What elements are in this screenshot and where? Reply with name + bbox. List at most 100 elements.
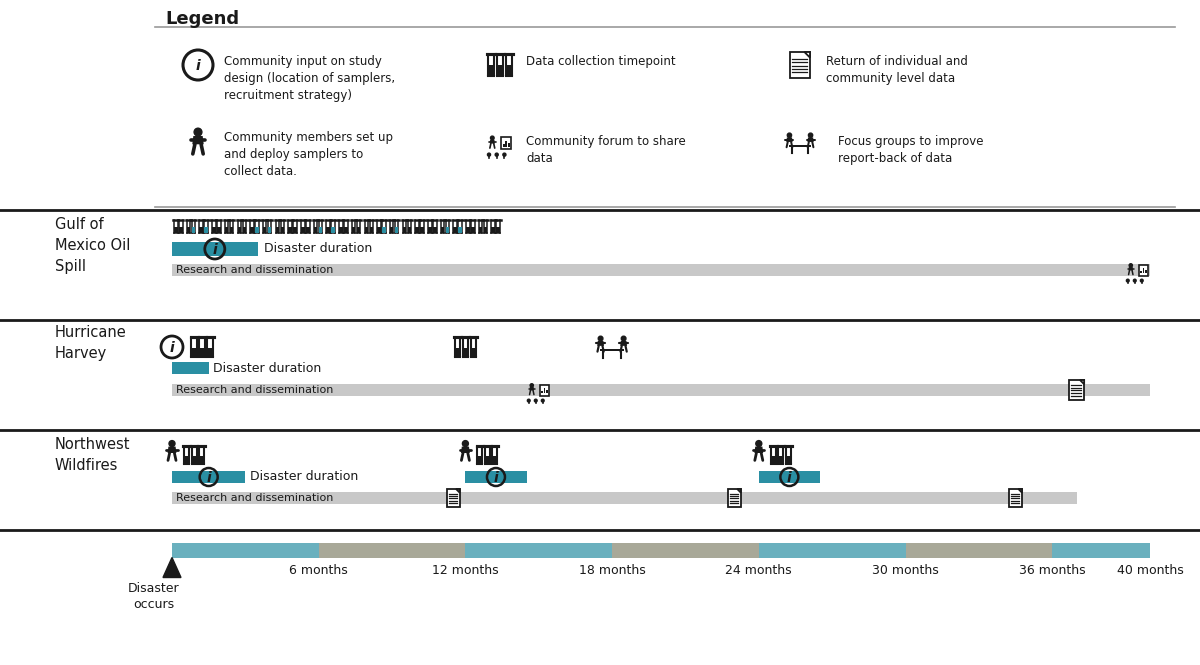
Bar: [454, 227, 457, 233]
Bar: [217, 227, 221, 233]
Text: Hurricane
Harvey: Hurricane Harvey: [55, 325, 127, 361]
Bar: [172, 543, 319, 557]
Text: 24 months: 24 months: [726, 563, 792, 577]
Bar: [192, 227, 196, 233]
Bar: [466, 543, 612, 557]
Bar: [544, 388, 545, 393]
Bar: [600, 349, 624, 351]
Text: Data collection timepoint: Data collection timepoint: [526, 55, 676, 68]
Bar: [288, 227, 292, 233]
Circle shape: [599, 336, 602, 341]
Text: Disaster duration: Disaster duration: [251, 471, 359, 483]
Bar: [428, 227, 432, 233]
Bar: [204, 227, 208, 233]
Bar: [172, 492, 1076, 504]
Bar: [1052, 543, 1150, 557]
Circle shape: [756, 441, 762, 447]
Text: i: i: [493, 471, 498, 485]
Bar: [192, 456, 197, 464]
Polygon shape: [598, 341, 604, 346]
Circle shape: [487, 153, 491, 156]
Bar: [326, 227, 330, 233]
Bar: [199, 348, 205, 356]
Bar: [790, 52, 810, 78]
Bar: [1139, 265, 1147, 275]
Bar: [408, 227, 412, 233]
Bar: [546, 390, 547, 393]
Bar: [172, 242, 258, 256]
Text: Research and dissemination: Research and dissemination: [176, 385, 334, 395]
Text: 12 months: 12 months: [432, 563, 499, 577]
Bar: [199, 227, 203, 233]
Bar: [306, 227, 310, 233]
Text: Research and dissemination: Research and dissemination: [176, 265, 334, 275]
Bar: [463, 348, 468, 356]
Bar: [331, 227, 335, 233]
Text: 6 months: 6 months: [289, 563, 348, 577]
Circle shape: [1140, 279, 1144, 282]
Circle shape: [622, 336, 626, 341]
Bar: [446, 489, 460, 507]
Circle shape: [809, 133, 812, 138]
Bar: [455, 348, 460, 356]
Bar: [497, 227, 500, 233]
Bar: [433, 227, 437, 233]
Polygon shape: [461, 447, 470, 453]
Text: 36 months: 36 months: [1019, 563, 1086, 577]
Bar: [1145, 270, 1147, 273]
Bar: [479, 227, 482, 233]
Bar: [370, 227, 373, 233]
Text: Legend: Legend: [166, 10, 239, 28]
Bar: [472, 227, 474, 233]
Bar: [268, 227, 271, 233]
Bar: [238, 227, 241, 233]
Circle shape: [1127, 279, 1129, 282]
Bar: [172, 384, 1150, 396]
Bar: [420, 227, 424, 233]
Bar: [484, 227, 487, 233]
Polygon shape: [737, 489, 740, 493]
Bar: [172, 362, 209, 374]
Bar: [478, 456, 482, 464]
Polygon shape: [490, 140, 494, 144]
Text: Gulf of
Mexico Oil
Spill: Gulf of Mexico Oil Spill: [55, 217, 131, 274]
Bar: [187, 227, 191, 233]
Bar: [224, 227, 228, 233]
Bar: [230, 227, 233, 233]
Text: Return of individual and
community level data: Return of individual and community level…: [826, 55, 968, 85]
Bar: [172, 264, 1150, 276]
Bar: [395, 227, 398, 233]
Bar: [758, 543, 906, 557]
Bar: [390, 227, 394, 233]
Polygon shape: [755, 447, 763, 453]
Bar: [906, 543, 1052, 557]
Bar: [276, 227, 280, 233]
Bar: [212, 227, 216, 233]
Bar: [172, 471, 245, 483]
Bar: [352, 227, 355, 233]
Bar: [1009, 489, 1022, 507]
Polygon shape: [1080, 380, 1084, 384]
Circle shape: [462, 441, 468, 447]
Text: 40 months: 40 months: [1117, 563, 1183, 577]
Bar: [293, 227, 296, 233]
Text: Disaster
occurs: Disaster occurs: [128, 581, 180, 610]
Text: Disaster duration: Disaster duration: [212, 362, 320, 374]
Text: i: i: [196, 59, 200, 72]
Bar: [1140, 271, 1142, 273]
Bar: [502, 137, 511, 149]
Bar: [758, 471, 820, 483]
Bar: [1142, 269, 1145, 273]
Text: Research and dissemination: Research and dissemination: [176, 493, 334, 503]
Bar: [242, 227, 246, 233]
Bar: [497, 65, 503, 76]
Bar: [184, 456, 190, 464]
Text: 30 months: 30 months: [872, 563, 938, 577]
Circle shape: [534, 399, 538, 402]
Text: Disaster duration: Disaster duration: [264, 243, 372, 255]
Bar: [383, 227, 385, 233]
Bar: [440, 227, 444, 233]
Bar: [779, 456, 784, 464]
Polygon shape: [786, 138, 792, 142]
Bar: [786, 456, 791, 464]
